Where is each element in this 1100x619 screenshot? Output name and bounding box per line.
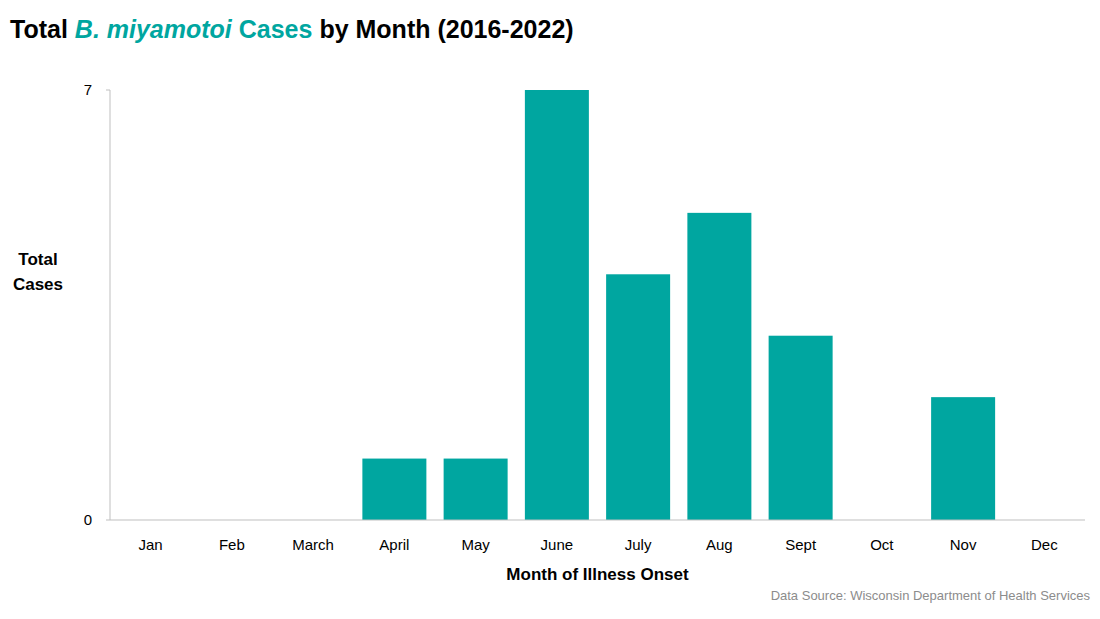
x-tick-label: Oct [870,536,894,553]
bar [362,459,426,520]
y-tick-label: 7 [84,81,92,98]
source-note: Data Source: Wisconsin Department of Hea… [771,588,1091,603]
x-tick-label: Nov [950,536,977,553]
x-axis-line [110,520,1085,521]
chart: Total B. miyamotoi Cases by Month (2016-… [0,0,1100,619]
bars [362,90,995,520]
bar [769,336,833,520]
y-axis-label: TotalCases [13,250,63,294]
bar [931,397,995,520]
bar [525,90,589,520]
x-tick-label: May [461,536,490,553]
y-tick [106,90,110,91]
chart-container: Total B. miyamotoi Cases by Month (2016-… [0,0,1100,619]
bar [444,459,508,520]
x-tick-label: Aug [706,536,733,553]
x-tick-label: Feb [219,536,245,553]
x-tick-label: June [541,536,574,553]
x-tick-label: April [379,536,409,553]
y-tick-label: 0 [84,511,92,528]
bar [606,274,670,520]
title: Total B. miyamotoi Cases by Month (2016-… [10,15,574,43]
bar [687,213,751,520]
y-axis-line [110,90,111,520]
y-tick [106,520,110,521]
x-tick-label: March [292,536,334,553]
x-axis-label: Month of Illness Onset [506,565,689,584]
x-tick-label: July [625,536,652,553]
x-tick-label: Jan [139,536,163,553]
x-tick-label: Dec [1031,536,1058,553]
x-tick-label: Sept [785,536,817,553]
